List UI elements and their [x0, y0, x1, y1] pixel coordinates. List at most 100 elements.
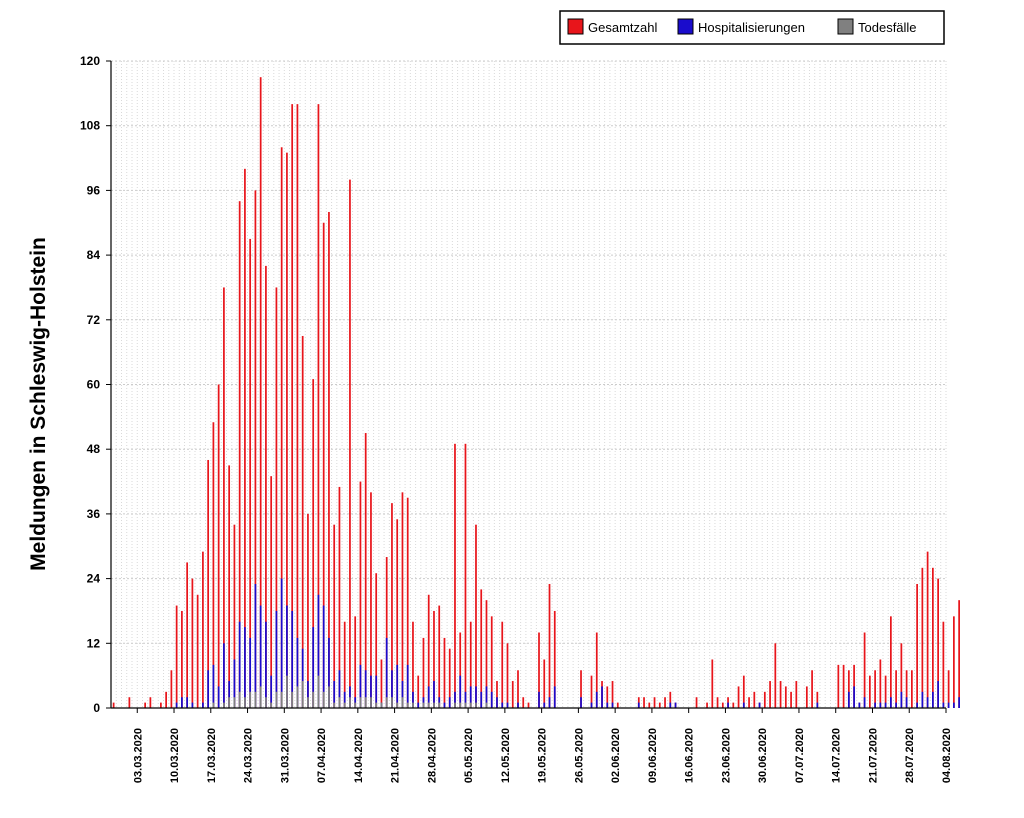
y-tick-label: 24 — [87, 572, 101, 586]
bar-gesamtzahl — [553, 610, 556, 708]
bar-gesamtzahl — [921, 567, 924, 708]
bar-todesfaelle — [422, 702, 425, 708]
bar-gesamtzahl — [595, 632, 598, 708]
bar-hospitalisierungen — [401, 681, 404, 708]
legend: Gesamtzahl Hospitalisierungen Todesfälle — [559, 10, 945, 45]
bar-gesamtzahl — [438, 605, 441, 708]
bar-hospitalisierungen — [275, 610, 278, 708]
bar-gesamtzahl — [317, 104, 320, 708]
bar-gesamtzahl — [748, 697, 750, 708]
bar-hospitalisierungen — [932, 691, 934, 708]
bar-todesfaelle — [286, 675, 288, 708]
bar-hospitalisierungen — [301, 648, 304, 708]
bar-todesfaelle — [349, 697, 351, 708]
bar-gesamtzahl — [501, 621, 504, 708]
bar-todesfaelle — [322, 691, 325, 708]
legend-label-hospitalisierungen: Hospitalisierungen — [698, 20, 805, 35]
bar-gesamtzahl — [286, 152, 288, 708]
bar-gesamtzahl — [485, 600, 488, 708]
bar-gesamtzahl — [202, 551, 204, 708]
bar-gesamtzahl — [406, 497, 409, 708]
x-tick-label: 10.03.2020 — [169, 728, 181, 783]
bar-gesamtzahl — [359, 481, 362, 708]
y-tick-labels: 0 12 24 36 48 60 72 84 96 108 120 — [80, 54, 111, 715]
bar-hospitalisierungen — [895, 702, 897, 708]
bar-todesfaelle — [485, 702, 488, 708]
bar-hospitalisierungen — [454, 691, 456, 708]
bar-todesfaelle — [291, 691, 294, 708]
bar-hospitalisierungen — [191, 702, 194, 708]
bar-hospitalisierungen — [238, 621, 241, 708]
bar-hospitalisierungen — [228, 681, 231, 708]
bar-hospitalisierungen — [580, 697, 582, 708]
bar-gesamtzahl — [364, 433, 367, 708]
bar-hospitalisierungen — [254, 583, 257, 708]
bar-gesamtzahl — [165, 691, 167, 708]
bar-gesamtzahl — [664, 697, 666, 708]
bar-todesfaelle — [370, 697, 372, 708]
bar-hospitalisierungen — [947, 702, 950, 708]
bar-hospitalisierungen — [490, 691, 493, 708]
legend-swatch-hospitalisierungen — [677, 18, 694, 35]
bar-gesamtzahl — [469, 621, 472, 708]
bar-todesfaelle — [433, 702, 435, 708]
bar-hospitalisierungen — [417, 702, 420, 708]
bar-gesamtzahl — [459, 632, 462, 708]
bar-gesamtzahl — [223, 287, 225, 708]
bar-todesfaelle — [412, 702, 414, 708]
bar-hospitalisierungen — [590, 702, 593, 708]
bar-gesamtzahl — [511, 681, 514, 708]
x-tick-label: 17.03.2020 — [206, 728, 218, 783]
bar-gesamtzahl — [742, 675, 745, 708]
y-tick-label: 0 — [93, 701, 100, 715]
x-tick-label: 21.04.2020 — [390, 728, 402, 783]
bar-hospitalisierungen — [595, 691, 598, 708]
bar-hospitalisierungen — [343, 691, 346, 708]
y-tick-label: 108 — [80, 119, 100, 133]
bar-hospitalisierungen — [637, 702, 640, 708]
bar-todesfaelle — [475, 702, 477, 708]
bar-todesfaelle — [328, 686, 330, 708]
legend-label-todesfaelle: Todesfälle — [858, 20, 917, 35]
bar-hospitalisierungen — [469, 686, 472, 708]
x-tick-label: 03.03.2020 — [132, 728, 144, 783]
bar-gesamtzahl — [170, 670, 173, 708]
bar-gesamtzahl — [370, 492, 372, 708]
y-tick-label: 96 — [87, 183, 101, 197]
x-tick-label: 16.06.2020 — [684, 728, 696, 783]
bar-gesamtzahl — [265, 265, 267, 708]
bar-gesamtzahl — [648, 702, 651, 708]
bar-gesamtzahl — [385, 557, 388, 708]
bar-hospitalisierungen — [874, 702, 876, 708]
bar-gesamtzahl — [186, 562, 189, 708]
bar-gesamtzahl — [590, 675, 593, 708]
bar-hospitalisierungen — [396, 664, 399, 708]
y-tick-label: 120 — [80, 54, 100, 68]
bar-gesamtzahl — [175, 605, 178, 708]
bar-hospitalisierungen — [816, 702, 819, 708]
bar-gesamtzahl — [947, 670, 950, 708]
bar-gesamtzahl — [228, 465, 231, 709]
bar-hospitalisierungen — [307, 681, 309, 708]
bar-gesamtzahl — [721, 702, 724, 708]
bar-gesamtzahl — [307, 513, 309, 708]
bar-hospitalisierungen — [443, 702, 446, 708]
bar-gesamtzahl — [412, 621, 414, 708]
bar-gesamtzahl — [837, 664, 840, 708]
bar-todesfaelle — [333, 702, 336, 708]
x-tick-label: 14.07.2020 — [831, 728, 843, 783]
bar-gesamtzahl — [643, 697, 645, 708]
bar-todesfaelle — [454, 702, 456, 708]
bar-gesamtzahl — [548, 583, 551, 708]
bar-gesamtzahl — [401, 492, 404, 708]
legend-label-gesamtzahl: Gesamtzahl — [588, 20, 657, 35]
bar-gesamtzahl — [270, 476, 273, 708]
bar-hospitalisierungen — [338, 670, 341, 708]
bar-gesamtzahl — [543, 659, 546, 708]
x-tick-label: 28.07.2020 — [904, 728, 916, 783]
bar-gesamtzahl — [144, 702, 146, 708]
bar-todesfaelle — [354, 702, 357, 708]
bar-gesamtzahl — [753, 691, 756, 708]
bar-hospitalisierungen — [496, 697, 498, 708]
